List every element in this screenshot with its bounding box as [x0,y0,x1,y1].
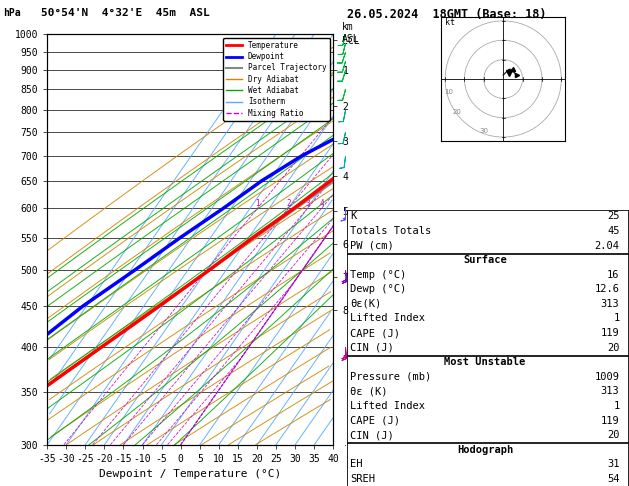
Text: km: km [342,22,353,32]
Text: 313: 313 [601,299,620,309]
Text: Totals Totals: Totals Totals [350,226,431,236]
Text: Lifted Index: Lifted Index [350,401,425,411]
X-axis label: Dewpoint / Temperature (°C): Dewpoint / Temperature (°C) [99,469,281,479]
Text: 31: 31 [607,459,620,469]
Text: Dewp (°C): Dewp (°C) [350,284,406,295]
Text: 26.05.2024  18GMT (Base: 18): 26.05.2024 18GMT (Base: 18) [347,8,547,21]
Text: K: K [350,211,357,222]
Text: 54: 54 [607,474,620,484]
Text: 30: 30 [479,128,488,134]
Text: CIN (J): CIN (J) [350,430,394,440]
Text: 20: 20 [607,430,620,440]
Text: Hodograph: Hodograph [457,445,513,455]
Text: CAPE (J): CAPE (J) [350,328,400,338]
Text: 20: 20 [452,109,461,115]
Text: 1: 1 [613,313,620,324]
Text: PW (cm): PW (cm) [350,241,394,251]
Text: SREH: SREH [350,474,376,484]
Text: Temp (°C): Temp (°C) [350,270,406,280]
Legend: Temperature, Dewpoint, Parcel Trajectory, Dry Adiabat, Wet Adiabat, Isotherm, Mi: Temperature, Dewpoint, Parcel Trajectory… [223,38,330,121]
Text: kt: kt [445,18,455,27]
Text: 20: 20 [607,343,620,353]
Text: 1009: 1009 [594,372,620,382]
Text: Lifted Index: Lifted Index [350,313,425,324]
Text: 4: 4 [320,199,324,208]
Text: 1: 1 [613,401,620,411]
Text: Most Unstable: Most Unstable [444,357,526,367]
Text: 25: 25 [607,211,620,222]
Text: 3: 3 [305,199,310,208]
Text: 12.6: 12.6 [594,284,620,295]
Text: θε (K): θε (K) [350,386,388,397]
Text: 10: 10 [445,89,454,95]
Text: ASL: ASL [342,34,359,44]
Text: CAPE (J): CAPE (J) [350,416,400,426]
Text: EH: EH [350,459,363,469]
Text: 119: 119 [601,416,620,426]
Text: CIN (J): CIN (J) [350,343,394,353]
Text: 2: 2 [286,199,291,208]
Text: 1: 1 [255,199,260,208]
Text: 119: 119 [601,328,620,338]
Text: Surface: Surface [463,255,507,265]
Text: hPa: hPa [3,8,21,18]
Text: 45: 45 [607,226,620,236]
Text: 16: 16 [607,270,620,280]
Text: 50°54'N  4°32'E  45m  ASL: 50°54'N 4°32'E 45m ASL [41,8,209,18]
Text: 313: 313 [601,386,620,397]
Text: θε(K): θε(K) [350,299,382,309]
Text: Pressure (mb): Pressure (mb) [350,372,431,382]
Text: 2.04: 2.04 [594,241,620,251]
